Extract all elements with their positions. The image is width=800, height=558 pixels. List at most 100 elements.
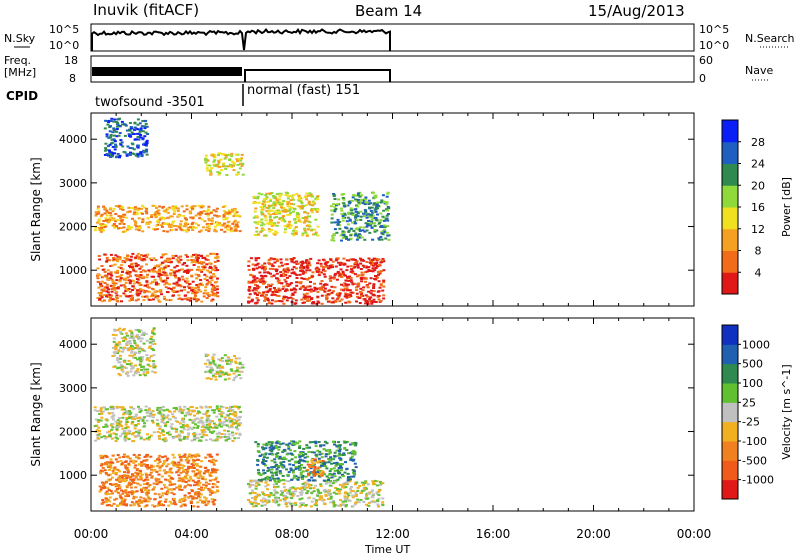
data-cell bbox=[112, 455, 115, 457]
data-cell bbox=[316, 262, 319, 264]
data-cell bbox=[296, 277, 299, 279]
data-cell bbox=[271, 299, 274, 301]
data-cell bbox=[153, 483, 156, 485]
data-cell bbox=[276, 452, 279, 454]
data-cell bbox=[107, 221, 110, 223]
data-cell bbox=[99, 491, 102, 493]
data-cell bbox=[306, 225, 309, 227]
data-cell bbox=[311, 229, 314, 231]
data-cell bbox=[110, 271, 113, 273]
data-cell bbox=[298, 440, 301, 442]
data-cell bbox=[199, 466, 202, 468]
data-cell bbox=[201, 218, 204, 220]
data-cell bbox=[220, 415, 223, 417]
data-cell bbox=[269, 216, 272, 218]
data-cell bbox=[171, 428, 174, 430]
data-cell bbox=[255, 231, 258, 233]
data-cell bbox=[172, 207, 175, 209]
data-cell bbox=[216, 454, 219, 456]
data-cell bbox=[276, 269, 279, 271]
data-cell bbox=[360, 199, 363, 201]
data-cell bbox=[191, 455, 194, 457]
data-cell bbox=[197, 274, 200, 276]
data-cell bbox=[375, 217, 378, 219]
data-cell bbox=[110, 120, 113, 122]
data-cell bbox=[143, 258, 146, 260]
data-cell bbox=[95, 419, 98, 421]
data-cell bbox=[118, 457, 121, 459]
data-cell bbox=[210, 284, 213, 286]
data-cell bbox=[187, 462, 190, 464]
data-cell bbox=[359, 219, 362, 221]
data-cell bbox=[112, 121, 115, 123]
data-cell bbox=[105, 219, 108, 221]
data-cell bbox=[101, 214, 104, 216]
data-cell bbox=[204, 159, 207, 161]
data-cell bbox=[206, 415, 209, 417]
data-cell bbox=[385, 203, 388, 205]
data-cell bbox=[117, 287, 120, 289]
data-cell bbox=[143, 500, 146, 502]
data-cell bbox=[318, 458, 321, 460]
data-cell bbox=[222, 153, 225, 155]
data-cell bbox=[213, 214, 216, 216]
data-cell bbox=[277, 477, 280, 479]
data-cell bbox=[186, 424, 189, 426]
data-cell bbox=[160, 488, 163, 490]
data-cell bbox=[166, 258, 169, 260]
data-cell bbox=[220, 229, 223, 231]
data-cell bbox=[153, 414, 156, 416]
data-cell bbox=[167, 488, 170, 490]
data-cell bbox=[97, 421, 100, 423]
data-cell bbox=[187, 429, 190, 431]
data-cell bbox=[138, 432, 141, 434]
data-cell bbox=[208, 483, 211, 485]
data-cell bbox=[271, 476, 274, 478]
data-cell bbox=[121, 463, 124, 465]
velocity-region bbox=[111, 327, 156, 377]
data-cell bbox=[158, 435, 161, 437]
data-cell bbox=[205, 482, 208, 484]
data-cell bbox=[274, 205, 277, 207]
data-cell bbox=[378, 280, 381, 282]
data-cell bbox=[239, 230, 242, 232]
data-cell bbox=[305, 204, 308, 206]
data-cell bbox=[236, 428, 239, 430]
data-cell bbox=[212, 273, 215, 275]
data-cell bbox=[327, 498, 330, 500]
data-cell bbox=[353, 453, 356, 455]
data-cell bbox=[264, 500, 267, 502]
data-cell bbox=[112, 366, 115, 368]
data-cell bbox=[206, 297, 209, 299]
data-cell bbox=[116, 505, 119, 507]
data-cell bbox=[314, 503, 317, 505]
data-cell bbox=[363, 227, 366, 229]
cpid-row: CPID twofsound -3501 normal (fast) 151 bbox=[6, 83, 360, 110]
data-cell bbox=[256, 287, 259, 289]
data-cell bbox=[108, 493, 111, 495]
data-cell bbox=[137, 503, 140, 505]
data-cell bbox=[254, 496, 257, 498]
data-cell bbox=[232, 162, 235, 164]
data-cell bbox=[189, 495, 192, 497]
data-cell bbox=[263, 201, 266, 203]
data-cell bbox=[354, 195, 357, 197]
data-cell bbox=[125, 477, 128, 479]
data-cell bbox=[216, 486, 219, 488]
data-cell bbox=[205, 406, 208, 408]
data-cell bbox=[318, 441, 321, 443]
data-cell bbox=[202, 434, 205, 436]
data-cell bbox=[115, 421, 118, 423]
data-cell bbox=[282, 298, 285, 300]
data-cell bbox=[267, 467, 270, 469]
data-cell bbox=[129, 211, 132, 213]
data-cell bbox=[228, 209, 231, 211]
data-cell bbox=[306, 265, 309, 267]
data-cell bbox=[279, 217, 282, 219]
data-cell bbox=[169, 471, 172, 473]
data-cell bbox=[292, 234, 295, 236]
data-cell bbox=[208, 271, 211, 273]
data-cell bbox=[316, 195, 319, 197]
data-cell bbox=[275, 465, 278, 467]
data-cell bbox=[267, 207, 270, 209]
